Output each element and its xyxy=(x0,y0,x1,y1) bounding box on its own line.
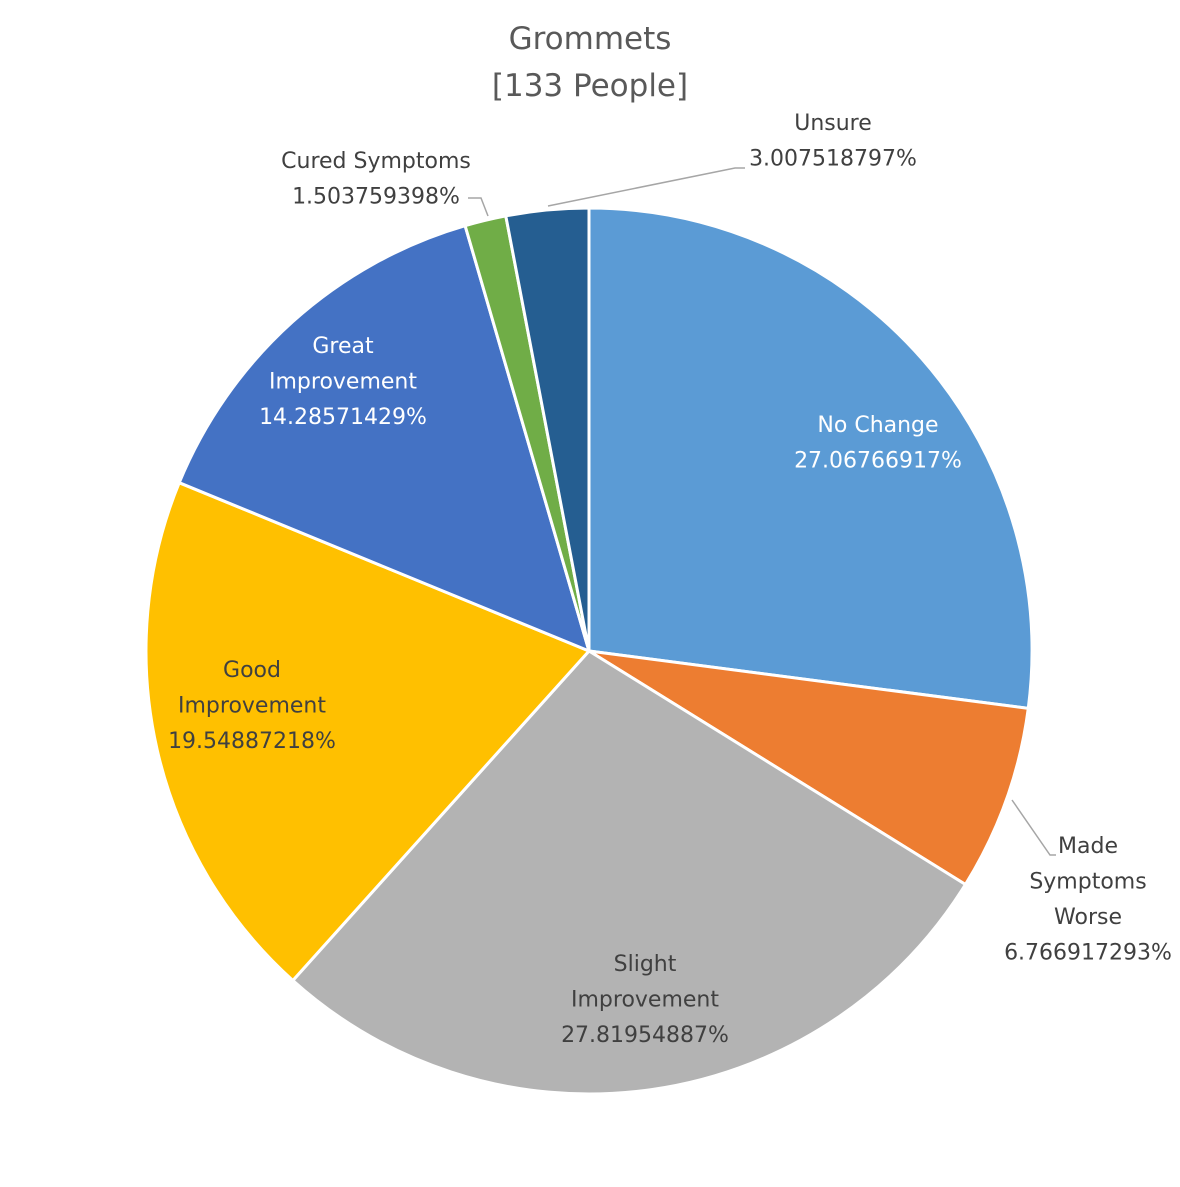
data-label-slight-improvement: Slight Improvement 27.81954887% xyxy=(561,952,729,1048)
chart-subtitle: [133 People] xyxy=(492,68,688,104)
data-label-category: Great xyxy=(312,334,374,359)
chart-title: Grommets xyxy=(509,21,672,57)
pie-slice-no-change xyxy=(587,206,1034,710)
data-label-category: Improvement xyxy=(178,694,326,719)
data-label-category: Improvement xyxy=(269,370,417,395)
data-label-category: Good xyxy=(223,658,281,683)
pie-slices xyxy=(144,206,1034,1096)
data-label-great-improvement: Great Improvement 14.28571429% xyxy=(259,334,427,430)
data-label-category: Symptoms xyxy=(1029,870,1146,895)
data-label-value: 19.54887218% xyxy=(168,729,336,754)
data-label-cured-symptoms: Cured Symptoms 1.503759398% xyxy=(281,149,471,210)
leader-lines xyxy=(468,167,1056,856)
data-label-value: 14.28571429% xyxy=(259,405,427,430)
data-label-value: 27.81954887% xyxy=(561,1023,729,1048)
leader-line-worse xyxy=(1011,799,1056,856)
data-label-category: Worse xyxy=(1054,905,1122,930)
data-label-made-symptoms-worse: Made Symptoms Worse 6.766917293% xyxy=(1004,834,1172,966)
data-label-category: Made xyxy=(1058,834,1118,859)
pie-slice-slight-improvement xyxy=(291,649,967,1096)
pie-slice-made-symptoms-worse xyxy=(587,649,1030,886)
data-label-unsure: Unsure 3.007518797% xyxy=(749,111,917,172)
data-label-value: 1.503759398% xyxy=(292,185,460,210)
data-label-category: Improvement xyxy=(571,988,719,1013)
data-label-category: Cured Symptoms xyxy=(281,149,471,174)
data-label-category: No Change xyxy=(817,413,938,438)
data-labels: No Change 27.06766917% Made Symptoms Worse 6.… xyxy=(168,111,1172,1048)
data-label-value: 27.06766917% xyxy=(794,449,962,474)
leader-line-cured xyxy=(468,197,489,217)
data-label-category: Unsure xyxy=(794,111,872,136)
pie-slice-unsure xyxy=(504,206,591,653)
pie-slice-great-improvement xyxy=(177,224,591,653)
leader-line-unsure xyxy=(547,167,745,207)
data-label-value: 6.766917293% xyxy=(1004,941,1172,966)
data-label-good-improvement: Good Improvement 19.54887218% xyxy=(168,658,336,754)
data-label-value: 3.007518797% xyxy=(749,147,917,172)
data-label-category: Slight xyxy=(614,952,677,977)
data-label-no-change: No Change 27.06766917% xyxy=(794,413,962,474)
